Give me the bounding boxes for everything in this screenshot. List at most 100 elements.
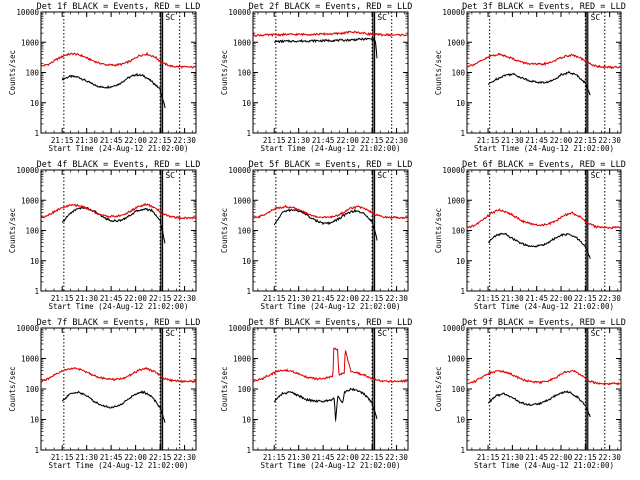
y-tick-label: 1000 <box>233 355 252 364</box>
y-axis-label: Counts/sec <box>220 366 229 411</box>
x-tick-label: 22:00 <box>550 294 573 303</box>
x-tick-label: 21:45 <box>525 453 548 462</box>
x-axis-label: Start Time (24-Aug-12 21:02:00) <box>261 144 401 153</box>
x-axis-label: Start Time (24-Aug-12 21:02:00) <box>474 302 614 311</box>
x-tick-label: 22:30 <box>385 136 408 145</box>
y-tick-label: 1 <box>34 129 39 138</box>
series-line-lld <box>40 203 196 221</box>
x-axis-label: Start Time (24-Aug-12 21:02:00) <box>261 302 401 311</box>
series-trend-events <box>487 391 591 418</box>
series-line-events <box>274 37 378 59</box>
x-tick-label: 21:45 <box>312 294 335 303</box>
x-axis-label: Start Time (24-Aug-12 21:02:00) <box>49 302 189 311</box>
x-tick-label: 21:30 <box>501 136 524 145</box>
x-tick-label: 21:45 <box>525 294 548 303</box>
y-tick-label: 1000 <box>233 196 252 205</box>
series-trend-lld <box>466 209 621 229</box>
x-tick-label: 22:30 <box>173 294 196 303</box>
x-axis-label: Start Time (24-Aug-12 21:02:00) <box>49 144 189 153</box>
y-tick-label: 10000 <box>442 8 465 17</box>
y-tick-label: 1000 <box>233 38 252 47</box>
marker-label: SC <box>377 171 387 180</box>
x-axis-label: Start Time (24-Aug-12 21:02:00) <box>49 461 189 470</box>
x-tick-label: 21:15 <box>477 136 500 145</box>
x-tick-label: 21:15 <box>263 453 286 462</box>
chart-title: Det 5f BLACK = Events, RED = LLD <box>249 160 413 170</box>
marker-label: SC <box>377 13 387 22</box>
y-tick-label: 10000 <box>442 166 465 175</box>
y-tick-label: 100 <box>237 385 251 394</box>
y-tick-label: 1 <box>246 129 251 138</box>
series-trend-lld <box>40 53 196 68</box>
y-tick-label: 10 <box>242 416 252 425</box>
x-tick-label: 22:30 <box>598 136 621 145</box>
series-trend-events <box>273 209 378 240</box>
chart-panel: Det 3f BLACK = Events, RED = LLD 1 10 100 10… <box>434 2 626 153</box>
series-line-lld <box>40 366 197 384</box>
x-tick-label: 22:00 <box>550 453 573 462</box>
y-tick-label: 100 <box>25 385 39 394</box>
y-tick-label: 10000 <box>228 8 251 17</box>
x-tick-label: 21:30 <box>75 453 98 462</box>
x-tick-label: 21:30 <box>501 294 524 303</box>
y-tick-label: 10 <box>30 99 40 108</box>
y-tick-label: 10000 <box>228 166 251 175</box>
y-tick-label: 1000 <box>447 355 466 364</box>
series-line-events <box>487 390 591 418</box>
x-tick-label: 22:30 <box>385 294 408 303</box>
x-tick-label: 21:30 <box>287 136 310 145</box>
y-tick-label: 1000 <box>21 38 40 47</box>
y-axis-label: Counts/sec <box>220 50 229 95</box>
y-tick-label: 10000 <box>16 8 39 17</box>
marker-label: SC <box>591 171 601 180</box>
x-tick-label: 22:00 <box>550 136 573 145</box>
series-trend-events <box>487 72 591 96</box>
chart-panel: Det 9f BLACK = Events, RED = LLD 1 10 100 10… <box>434 318 626 470</box>
y-tick-label: 100 <box>451 385 465 394</box>
y-tick-label: 10 <box>456 416 466 425</box>
series-line-events <box>61 72 166 109</box>
y-tick-label: 100 <box>451 227 465 236</box>
x-tick-label: 22:00 <box>124 453 147 462</box>
y-tick-label: 10000 <box>228 324 251 333</box>
series-trend-lld <box>466 370 621 384</box>
x-tick-label: 21:30 <box>287 294 310 303</box>
x-tick-label: 21:30 <box>501 453 524 462</box>
x-tick-label: 21:30 <box>75 294 98 303</box>
y-axis-label: Counts/sec <box>8 366 17 411</box>
chart-title: Det 2f BLACK = Events, RED = LLD <box>249 2 413 12</box>
chart-panel: Det 5f BLACK = Events, RED = LLD 1 10 100 10… <box>220 160 412 311</box>
x-tick-label: 22:30 <box>598 294 621 303</box>
series-line-lld <box>466 369 622 386</box>
x-tick-label: 22:30 <box>385 453 408 462</box>
x-tick-label: 22:00 <box>124 294 147 303</box>
series-line-events <box>273 208 378 241</box>
x-tick-label: 22:30 <box>598 453 621 462</box>
y-tick-label: 1 <box>460 446 465 455</box>
y-tick-label: 1000 <box>21 196 40 205</box>
x-tick-label: 22:00 <box>336 136 359 145</box>
x-tick-label: 22:15 <box>361 136 384 145</box>
chart-title: Det 1f BLACK = Events, RED = LLD <box>37 2 201 12</box>
y-tick-label: 10000 <box>16 166 39 175</box>
chart-panel: Det 4f BLACK = Events, RED = LLD 1 10 100 10… <box>8 160 200 311</box>
x-tick-label: 22:15 <box>361 453 384 462</box>
chart-title: Det 8f BLACK = Events, RED = LLD <box>249 318 413 328</box>
chart-title: Det 6f BLACK = Events, RED = LLD <box>462 160 626 170</box>
series-trend-lld <box>466 53 621 68</box>
y-tick-label: 10 <box>456 257 466 266</box>
chart-panel: Det 6f BLACK = Events, RED = LLD 1 10 100 10… <box>434 160 626 311</box>
x-tick-label: 22:15 <box>574 136 597 145</box>
marker-label: SC <box>165 329 175 338</box>
x-tick-label: 21:15 <box>477 294 500 303</box>
y-tick-label: 1 <box>34 446 39 455</box>
y-tick-label: 10 <box>30 257 40 266</box>
marker-label: SC <box>591 329 601 338</box>
marker-label: SC <box>165 13 175 22</box>
x-tick-label: 21:15 <box>51 136 74 145</box>
x-tick-label: 22:15 <box>574 453 597 462</box>
x-tick-label: 22:15 <box>149 453 172 462</box>
series-trend-events <box>273 388 378 423</box>
y-tick-label: 1000 <box>21 355 40 364</box>
